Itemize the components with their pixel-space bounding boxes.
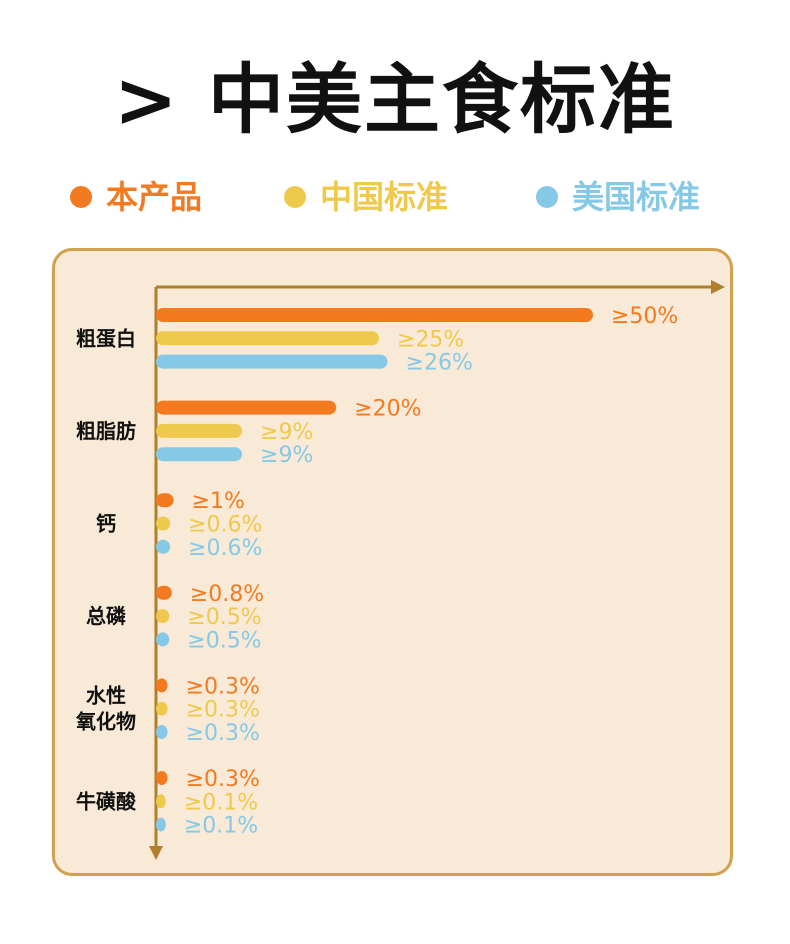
data-label: ≥0.5% [187, 605, 261, 630]
data-label: ≥0.3% [186, 767, 260, 792]
data-label: ≥0.3% [186, 698, 260, 723]
data-label: ≥0.3% [186, 721, 260, 746]
data-label: ≥0.8% [190, 582, 264, 607]
page-title: > 中美主食标准 [113, 55, 677, 144]
bar-usa [156, 817, 166, 832]
legend-label-china: 中国标准 [320, 178, 449, 216]
data-label: ≥26% [406, 351, 473, 376]
data-label: ≥1% [192, 489, 245, 514]
data-label: ≥20% [354, 397, 421, 422]
bar-china [156, 516, 171, 531]
legend-dot-usa [536, 186, 558, 208]
bar-usa [156, 632, 170, 647]
category-label: 牛磺酸 [76, 789, 137, 813]
x-axis-arrow [711, 280, 725, 294]
category-label: 总磷 [86, 604, 126, 628]
bar-usa [156, 354, 388, 369]
data-label: ≥9% [260, 443, 313, 468]
y-axis-arrow [149, 846, 163, 860]
category-label: 钙 [96, 512, 116, 536]
legend-item-product: 本产品 [70, 172, 202, 222]
legend-label-product: 本产品 [106, 178, 203, 216]
legend-label-usa: 美国标准 [572, 178, 701, 216]
bar-product [156, 400, 337, 415]
bar-product [156, 308, 593, 322]
data-label: ≥50% [611, 304, 678, 329]
data-label: ≥9% [260, 420, 313, 445]
legend-item-china: 中国标准 [284, 172, 448, 222]
data-label: ≥0.6% [188, 513, 262, 538]
data-label: ≥0.5% [187, 628, 261, 653]
bar-product [156, 493, 174, 508]
data-label: ≥0.1% [184, 790, 258, 815]
legend-dot-product [70, 186, 92, 208]
category-label: 粗蛋白 [76, 326, 136, 350]
data-label: ≥0.1% [184, 814, 258, 839]
data-label: ≥0.6% [188, 536, 262, 561]
bar-china [156, 794, 166, 809]
bar-usa [156, 447, 243, 462]
legend-dot-china [284, 186, 306, 208]
bar-chart: 粗蛋白≥50%≥25%≥26%粗脂肪≥20%≥9%≥9%钙≥1%≥0.6%≥0.… [75, 280, 725, 860]
legend-item-usa: 美国标准 [536, 172, 700, 222]
bar-product [156, 678, 168, 693]
chart-panel: 粗蛋白 ≥50% ≥25% ≥26% 粗脂肪 ≥20% ≥9% ≥9% 钙 ≥1% ≥0.6% ≥0.… [52, 248, 733, 876]
bar-china [156, 423, 243, 438]
category-label: 粗脂肪 [76, 419, 136, 443]
bar-china [156, 331, 379, 346]
bar-china [156, 701, 168, 716]
bar-product [156, 771, 168, 785]
bar-product [156, 585, 172, 600]
legend: 本产品 中国标准 美国标准 [0, 172, 790, 222]
bar-usa [156, 539, 171, 554]
category-label: 水性 [86, 684, 126, 708]
bar-usa [156, 725, 168, 739]
bar-china [156, 609, 170, 624]
data-label: ≥25% [397, 327, 464, 352]
data-label: ≥0.3% [186, 674, 260, 699]
category-label: 氧化物 [75, 710, 136, 734]
